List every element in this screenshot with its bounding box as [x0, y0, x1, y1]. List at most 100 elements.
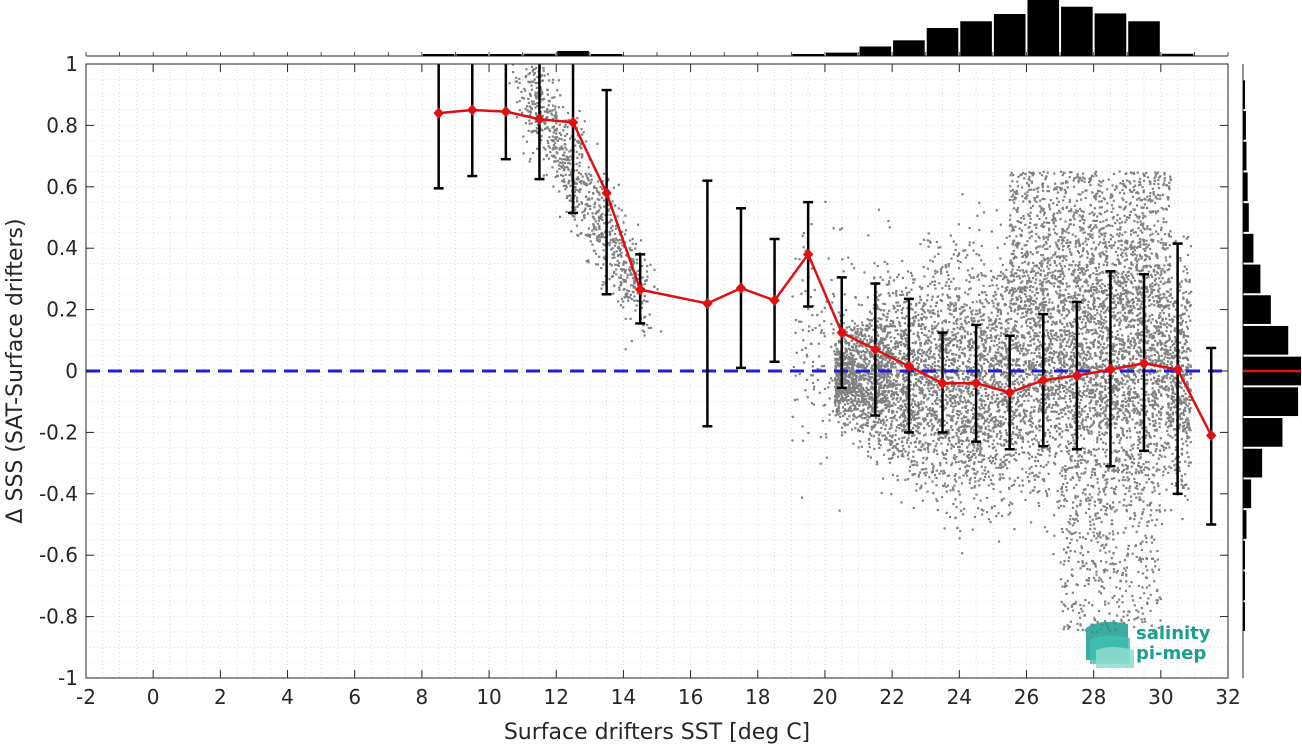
scatter-point	[1043, 480, 1046, 483]
scatter-point	[1101, 412, 1104, 415]
scatter-point	[1027, 349, 1030, 352]
scatter-point	[879, 365, 882, 368]
scatter-point	[922, 350, 926, 354]
scatter-point	[888, 442, 892, 445]
scatter-point	[1126, 387, 1129, 390]
scatter-point	[984, 420, 987, 423]
scatter-point	[511, 64, 515, 66]
scatter-point	[627, 268, 631, 271]
scatter-point	[862, 404, 865, 407]
scatter-point	[896, 396, 899, 400]
scatter-point	[601, 180, 604, 183]
scatter-point	[1057, 445, 1060, 448]
scatter-point	[921, 352, 925, 355]
scatter-point	[972, 342, 975, 345]
scatter-point	[1144, 405, 1147, 408]
scatter-point	[958, 384, 961, 388]
scatter-point	[619, 274, 623, 277]
scatter-point	[1068, 311, 1071, 314]
scatter-point	[569, 155, 572, 158]
scatter-point	[1002, 465, 1005, 469]
scatter-point	[530, 88, 534, 91]
scatter-point	[1099, 385, 1102, 388]
scatter-point	[981, 376, 985, 379]
scatter-point	[967, 400, 970, 404]
scatter-point	[1094, 390, 1097, 393]
scatter-point	[961, 310, 964, 313]
scatter-point	[1136, 409, 1139, 412]
scatter-point	[1077, 386, 1080, 390]
scatter-point	[1163, 380, 1166, 384]
scatter-point	[1131, 409, 1134, 412]
scatter-point	[873, 425, 876, 428]
scatter-point	[896, 372, 899, 375]
scatter-point	[611, 275, 614, 278]
scatter-point	[1181, 319, 1184, 322]
scatter-point	[883, 378, 886, 382]
scatter-point	[562, 164, 565, 167]
scatter-point	[563, 166, 566, 169]
scatter-point	[584, 140, 588, 143]
scatter-point	[963, 429, 966, 432]
scatter-point	[851, 394, 854, 397]
scatter-point	[878, 394, 881, 397]
scatter-point	[859, 409, 862, 413]
scatter-point	[554, 160, 557, 163]
scatter-point	[541, 79, 545, 82]
scatter-point	[987, 421, 991, 424]
scatter-point	[944, 350, 947, 353]
scatter-point	[983, 411, 986, 415]
scatter-point	[926, 408, 930, 411]
scatter-point	[597, 219, 601, 222]
scatter-point	[545, 154, 548, 158]
scatter-point	[1046, 530, 1049, 533]
scatter-point	[906, 340, 909, 344]
scatter-point	[1013, 310, 1016, 313]
scatter-point	[902, 415, 905, 418]
scatter-point	[1028, 285, 1032, 288]
scatter-point	[960, 450, 963, 453]
scatter-point	[1117, 279, 1120, 282]
scatter-point	[1004, 459, 1007, 462]
scatter-point	[1118, 460, 1121, 463]
scatter-point	[1098, 423, 1101, 426]
scatter-point	[983, 329, 986, 332]
scatter-point	[941, 451, 944, 454]
scatter-point	[994, 453, 998, 457]
scatter-point	[559, 94, 562, 97]
scatter-point	[584, 233, 587, 237]
scatter-point	[1098, 334, 1102, 337]
scatter-point	[868, 341, 871, 344]
scatter-point	[1048, 344, 1051, 347]
scatter-point	[980, 454, 983, 457]
scatter-point	[1012, 329, 1015, 333]
scatter-point	[1065, 391, 1068, 394]
scatter-point	[1105, 395, 1108, 399]
scatter-point	[1179, 285, 1182, 288]
scatter-point	[1023, 451, 1026, 454]
scatter-point	[1033, 351, 1036, 355]
scatter-point	[1081, 423, 1084, 426]
scatter-point	[1074, 494, 1077, 498]
scatter-point	[949, 400, 952, 403]
scatter-point	[967, 366, 970, 369]
scatter-point	[1093, 468, 1096, 471]
scatter-point	[1019, 414, 1022, 417]
scatter-point	[1085, 425, 1089, 428]
scatter-point	[1153, 443, 1156, 446]
scatter-point	[1131, 356, 1134, 359]
scatter-point	[1170, 395, 1173, 398]
scatter-point	[1044, 401, 1048, 405]
scatter-point	[920, 349, 924, 352]
scatter-point	[592, 227, 596, 231]
scatter-point	[918, 338, 921, 341]
scatter-point	[1030, 365, 1033, 369]
scatter-point	[1094, 402, 1098, 405]
scatter-point	[617, 183, 620, 186]
scatter-point	[1000, 420, 1003, 423]
scatter-point	[1128, 352, 1131, 356]
scatter-point	[1035, 474, 1038, 477]
scatter-point	[598, 240, 601, 243]
scatter-point	[1038, 399, 1041, 402]
scatter-point	[1140, 404, 1143, 407]
